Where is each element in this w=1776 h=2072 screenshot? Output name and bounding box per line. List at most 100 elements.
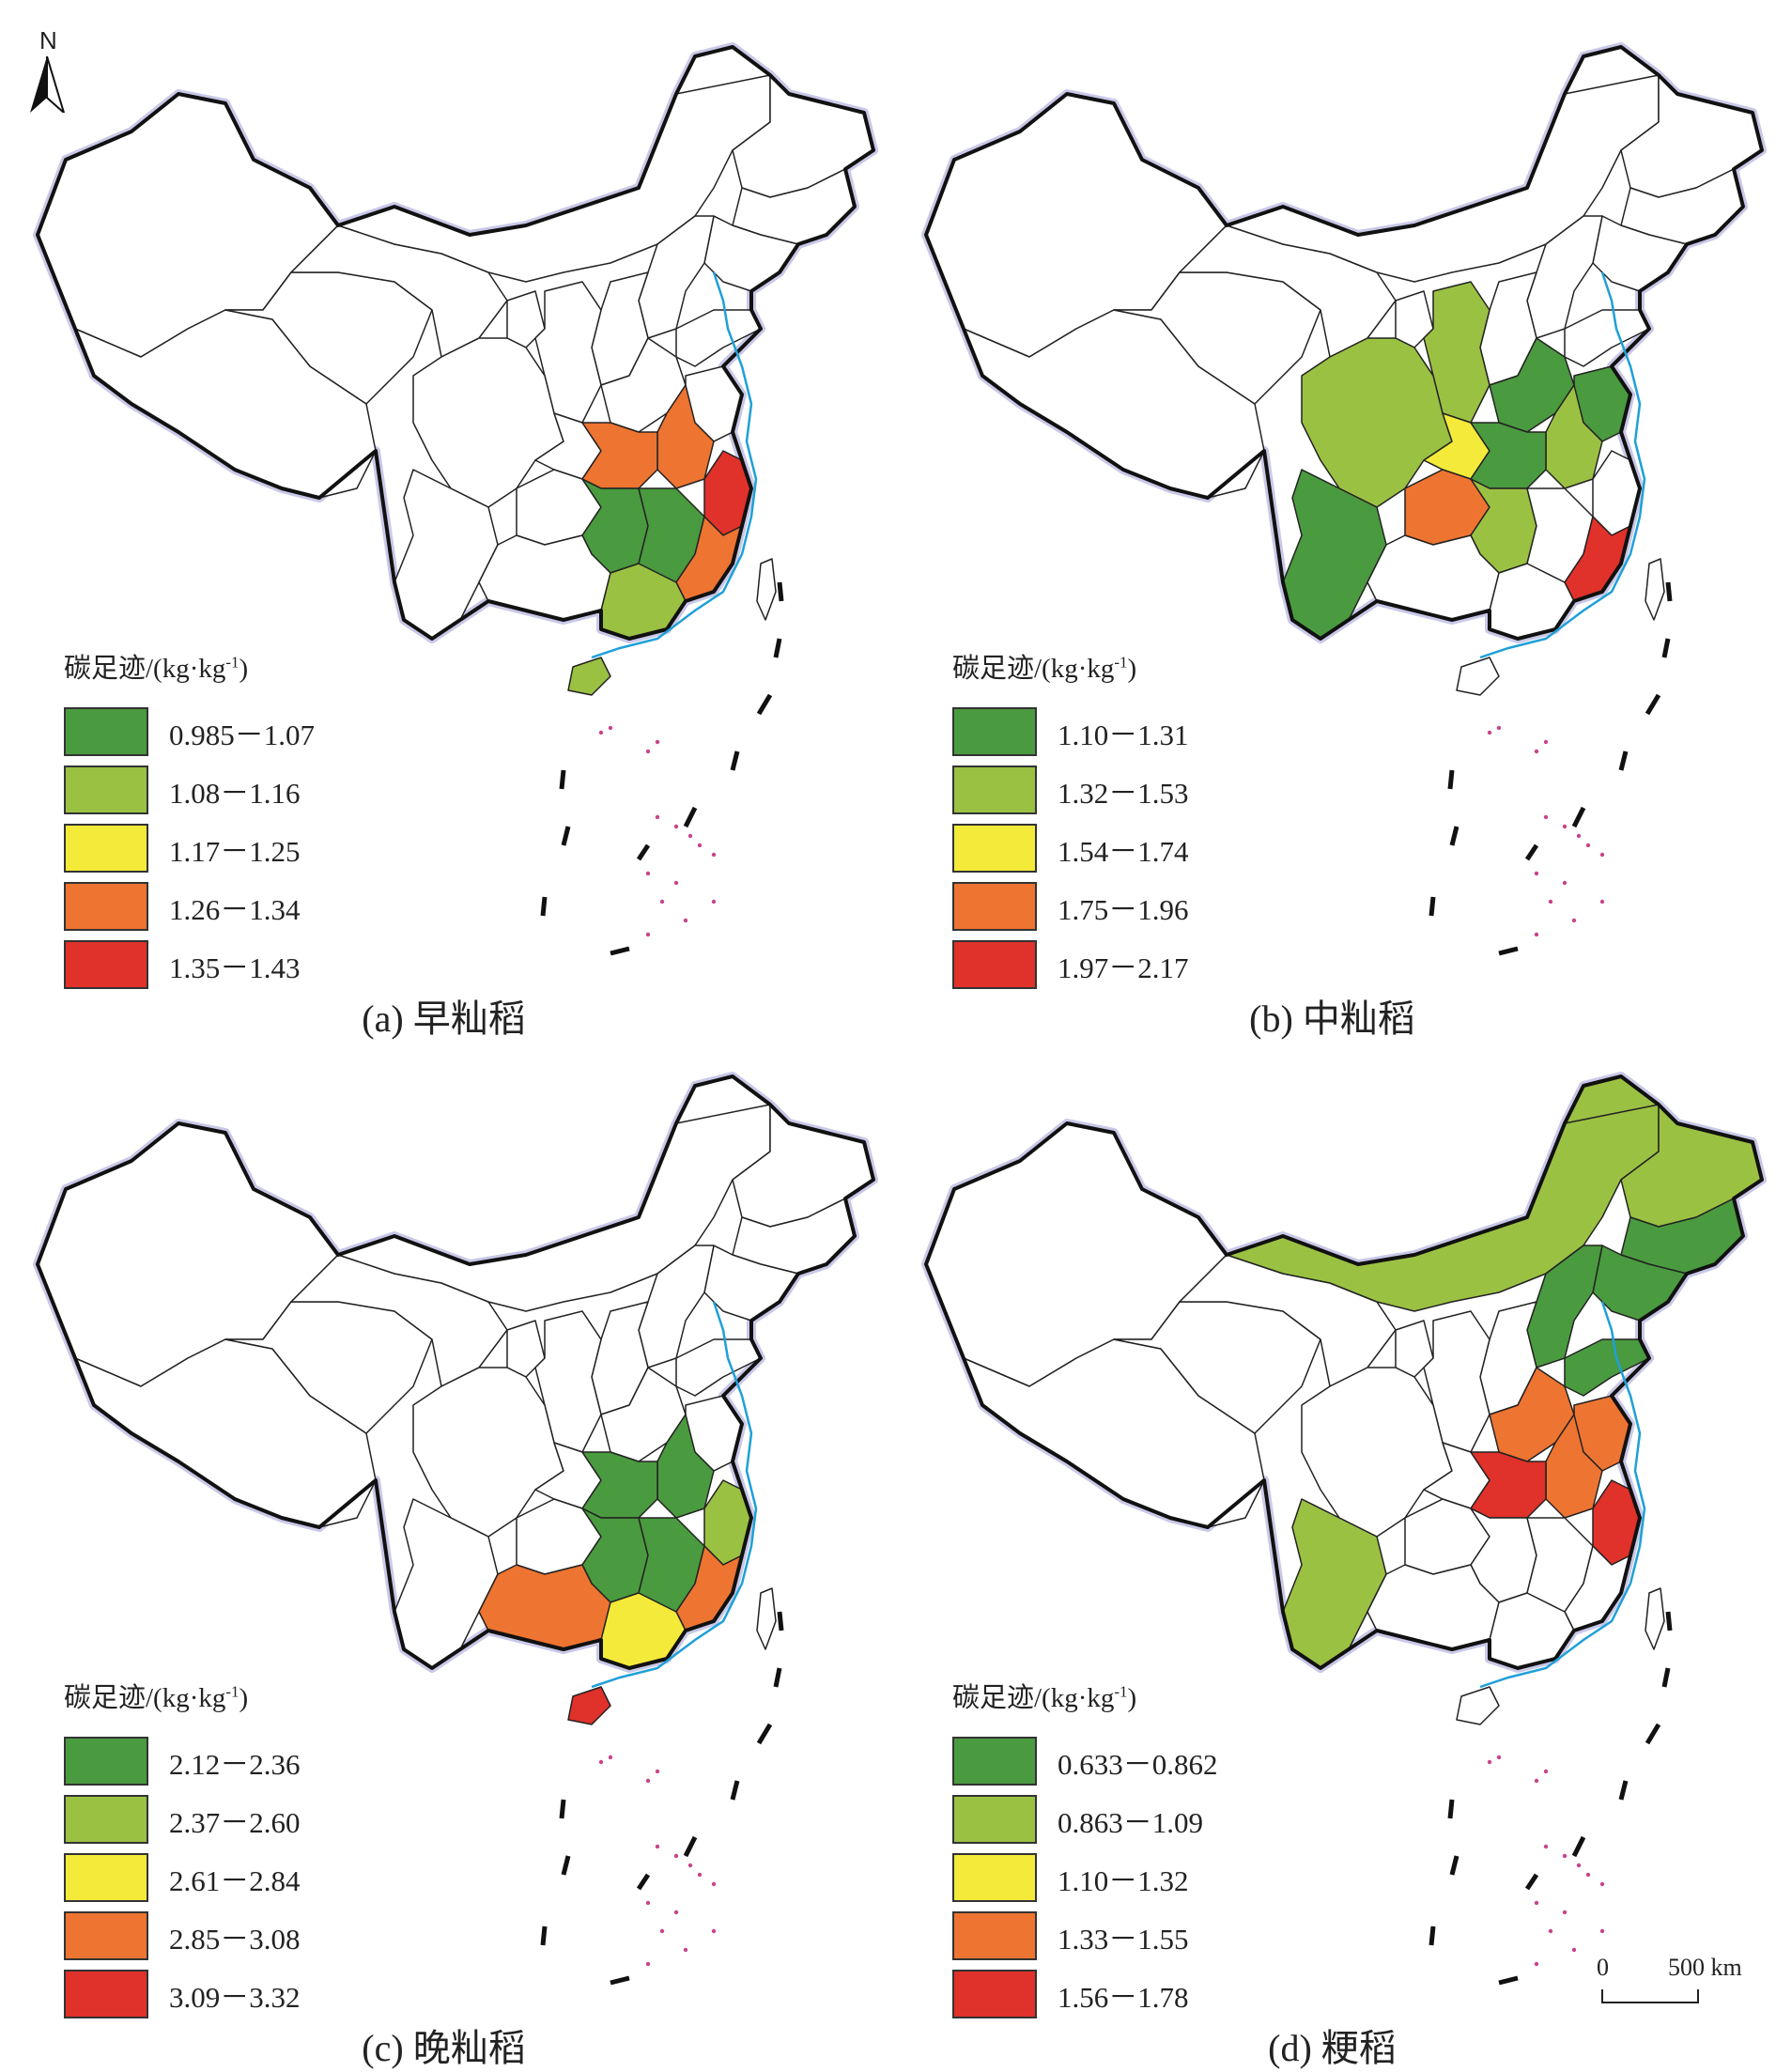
province-qinghai bbox=[1113, 271, 1321, 405]
legend-label: 0.863－1.09 bbox=[1058, 1805, 1203, 1839]
sea-boundary-dash bbox=[540, 896, 548, 917]
sea-boundary-dash bbox=[730, 750, 740, 771]
island-dot bbox=[1562, 824, 1568, 829]
sea-boundary-dash bbox=[561, 1855, 571, 1876]
sea-boundary-dash bbox=[1524, 1873, 1539, 1891]
legend-label: 1.54－1.74 bbox=[1058, 834, 1189, 868]
island-dot bbox=[645, 932, 651, 937]
island-dot bbox=[1543, 739, 1549, 745]
island-dot bbox=[1585, 843, 1591, 848]
sea-boundary-dash bbox=[1429, 1925, 1436, 1946]
island-dot bbox=[1599, 1928, 1605, 1934]
north-label: N bbox=[39, 26, 57, 54]
panel-caption: (c) 晚籼稻 bbox=[362, 2027, 526, 2069]
sea-boundary-dash bbox=[756, 1723, 773, 1745]
legend-item: 0.633－0.862 bbox=[952, 1732, 1218, 1790]
sea-boundary-dash bbox=[1645, 693, 1661, 716]
national-boundary bbox=[36, 45, 875, 641]
sea-boundary-dash bbox=[559, 1799, 566, 1819]
island-dot bbox=[1487, 1759, 1492, 1765]
legend-swatch bbox=[952, 1970, 1037, 2018]
coastline bbox=[591, 271, 758, 659]
panel-caption: (a) 早籼稻 bbox=[362, 997, 526, 1040]
sea-boundary-dash bbox=[610, 1975, 630, 1986]
legend-item: 1.08－1.16 bbox=[64, 761, 315, 819]
legend-title: 碳足迹/(kg·kg-1) bbox=[952, 653, 1137, 684]
province-taiwan bbox=[1645, 1587, 1665, 1650]
island-dot bbox=[1599, 899, 1605, 905]
legend-label: 1.10－1.32 bbox=[1058, 1863, 1189, 1897]
sea-boundary-dash bbox=[1618, 750, 1629, 771]
island-dot bbox=[683, 1947, 688, 1953]
legend-swatch bbox=[64, 940, 148, 989]
legend-item: 2.37－2.60 bbox=[64, 1790, 301, 1848]
legend-swatch bbox=[952, 824, 1037, 873]
sea-boundary-dash bbox=[1498, 946, 1519, 956]
island-dot bbox=[1496, 725, 1502, 731]
island-dot bbox=[655, 1769, 660, 1774]
island-dot bbox=[645, 1900, 651, 1906]
legend-swatch bbox=[64, 1795, 148, 1844]
legend-label: 1.56－1.78 bbox=[1058, 1980, 1189, 2014]
island-dot bbox=[711, 1928, 717, 1934]
legend-label: 1.35－1.43 bbox=[169, 951, 301, 984]
sea-boundary-dash bbox=[561, 826, 571, 846]
legend-item: 1.10－1.31 bbox=[952, 703, 1189, 761]
legend-item: 2.12－2.36 bbox=[64, 1732, 301, 1790]
legend-swatch bbox=[64, 1737, 148, 1786]
island-dot bbox=[1576, 1863, 1582, 1868]
island-dot bbox=[1562, 1853, 1568, 1859]
sea-boundary-dash bbox=[683, 806, 698, 828]
legend-swatch bbox=[952, 882, 1037, 931]
island-dot bbox=[683, 918, 688, 923]
legend-label: 1.97－2.17 bbox=[1058, 951, 1189, 984]
legend-item: 1.17－1.25 bbox=[64, 819, 315, 877]
north-arrow-icon: N bbox=[26, 26, 73, 120]
island-dot bbox=[1534, 932, 1539, 937]
coastline bbox=[1479, 1301, 1646, 1689]
sea-boundary-dash bbox=[636, 1873, 651, 1891]
island-dot bbox=[1534, 1961, 1539, 1967]
legend-swatch bbox=[64, 882, 148, 931]
sea-boundary-dash bbox=[773, 638, 782, 658]
island-dot bbox=[697, 1872, 703, 1878]
province-hubei bbox=[1470, 422, 1547, 489]
sea-boundary-dash bbox=[1571, 1835, 1586, 1858]
legend-label: 1.17－1.25 bbox=[169, 834, 301, 868]
sea-boundary-dash bbox=[1618, 1780, 1629, 1801]
island-dot bbox=[673, 824, 679, 829]
legend-item: 2.61－2.84 bbox=[64, 1848, 301, 1907]
island-dot bbox=[1543, 1769, 1549, 1774]
island-dot bbox=[1571, 918, 1577, 923]
legend: 碳足迹/(kg·kg-1) 1.10－1.31 1.32－1.53 1.54－1.74… bbox=[952, 646, 1189, 994]
island-dot bbox=[608, 1755, 613, 1760]
legend-item: 1.35－1.43 bbox=[64, 935, 315, 994]
island-dot bbox=[1576, 833, 1582, 839]
province-shandong bbox=[675, 1338, 762, 1397]
sea-boundary-dash bbox=[540, 1925, 548, 1946]
legend-swatch bbox=[64, 1970, 148, 2018]
island-dot bbox=[687, 1863, 693, 1868]
island-dot bbox=[655, 814, 660, 820]
legend-item: 2.85－3.08 bbox=[64, 1907, 301, 1965]
legend-item: 1.54－1.74 bbox=[952, 819, 1189, 877]
legend-label: 1.32－1.53 bbox=[1058, 776, 1189, 810]
province-qinghai bbox=[1113, 1301, 1321, 1434]
island-dot bbox=[1548, 1928, 1553, 1934]
legend-label: 1.26－1.34 bbox=[169, 892, 301, 926]
province-qinghai bbox=[224, 1301, 433, 1434]
island-dot bbox=[711, 899, 717, 905]
island-dot bbox=[645, 749, 651, 754]
province-hainan bbox=[567, 1686, 611, 1725]
province-taiwan bbox=[756, 1587, 777, 1650]
sea-boundary-dash bbox=[1645, 1723, 1661, 1745]
island-dot bbox=[1496, 1755, 1502, 1760]
province-shandong bbox=[1564, 1338, 1650, 1397]
scale-label: 500 km bbox=[1668, 1954, 1742, 1981]
legend-swatch bbox=[952, 1795, 1037, 1844]
legend-label: 0.985－1.07 bbox=[169, 718, 315, 751]
island-dot bbox=[655, 739, 660, 745]
island-dot bbox=[1543, 814, 1549, 820]
sea-boundary-dash bbox=[756, 693, 773, 716]
legend-label: 3.09－3.32 bbox=[169, 1980, 301, 2014]
